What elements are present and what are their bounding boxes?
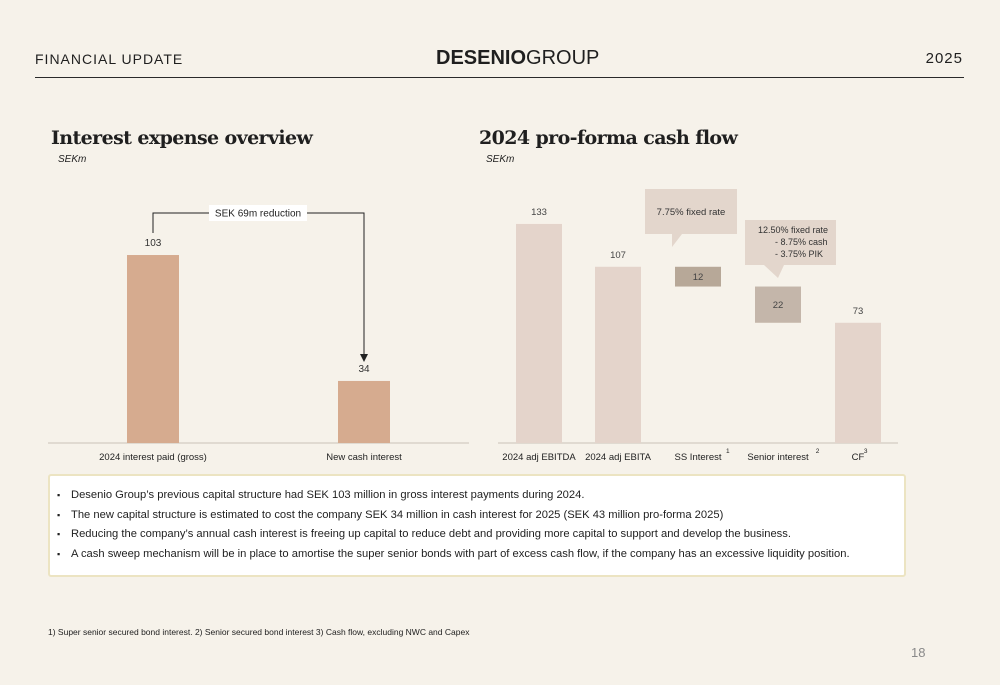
reduction-label-bg [209,205,307,221]
footnote: 1) Super senior secured bond interest. 2… [48,627,470,637]
bar-1 [338,380,390,443]
reduction-label: SEK 69m reduction [215,209,301,220]
category-label: 2024 interest paid (gross) [99,452,207,463]
key-point: The new capital structure is estimated t… [57,506,904,526]
header-year: 2025 [925,50,963,67]
reduction-arrowhead [360,353,368,362]
header-section-label: FINANCIAL UPDATE [35,51,184,67]
category-label: New cash interest [326,452,402,463]
bar-0 [127,255,179,443]
reduction-connector [152,212,365,357]
company-logo: DESENIOGROUP [436,47,599,70]
interest-chart-unit: SEKm [58,154,87,165]
key-points-list: Desenio Group’s previous capital structu… [50,476,904,564]
key-point: A cash sweep mechanism will be in place … [57,545,904,565]
cashflow-chart-unit: SEKm [486,154,515,165]
cashflow-chart-title: 2024 pro-forma cash flow [479,127,738,149]
key-point: Reducing the company’s annual cash inter… [57,525,904,545]
logo-bold-text: DESENIO [436,47,527,69]
header-divider [35,77,964,78]
data-label: 103 [145,238,162,249]
key-points-box: Desenio Group’s previous capital structu… [48,474,906,577]
data-label: 34 [358,364,370,375]
page-number: 18 [911,645,926,660]
logo-light-text: GROUP [526,47,600,69]
key-point: Desenio Group’s previous capital structu… [57,486,904,506]
interest-chart-title: Interest expense overview [51,127,313,149]
